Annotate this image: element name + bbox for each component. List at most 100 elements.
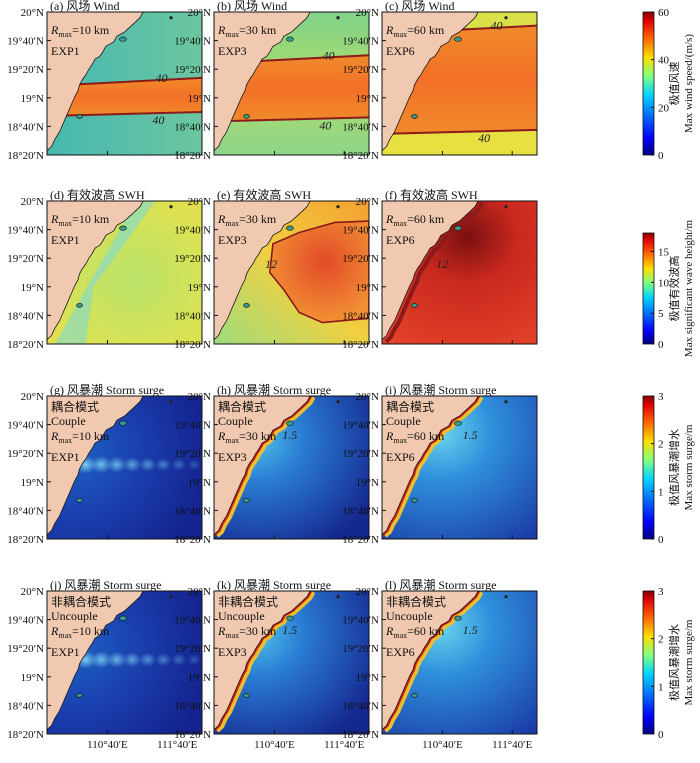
panel-swh-3: 12 20°N 19°40′N 19°20′N 19°N 18°40′N 18°20′N (f…	[342, 187, 538, 351]
colorbar-label-cn: 极值风暴潮增水	[667, 429, 681, 506]
wind-band	[47, 77, 202, 116]
exp-label: EXP1	[51, 450, 80, 464]
island-icon	[454, 615, 462, 621]
island-icon	[119, 36, 127, 42]
exp-label: EXP6	[386, 450, 415, 464]
contour-line	[268, 220, 369, 324]
island-icon	[411, 693, 418, 698]
contour-label: 40	[319, 118, 331, 132]
lat-tick-label: 18°20′N	[342, 339, 379, 351]
row-wind: 40 40 20°N 19°40′N 19°20′N 19°N 18°40′N 18°20′N…	[7, 0, 695, 162]
lat-tick-label: 18°40′N	[7, 310, 44, 322]
panel-title: (k) 风暴潮 Storm surge	[217, 577, 331, 592]
island-icon	[243, 693, 250, 698]
contour-line	[382, 396, 481, 536]
colorbar-swh: 15 10 5 0 极值有效波高 Max significant wave height/…	[642, 219, 695, 357]
colorbar-gradient	[642, 590, 655, 735]
panel-frame	[381, 395, 538, 540]
mode-cn-label: 耦合模式	[51, 399, 99, 414]
surge-coast-band	[215, 591, 316, 733]
land-mass	[47, 591, 144, 731]
colorbar-tick-label: 1	[658, 681, 664, 693]
colorbar-label-en: Max storm surge/m	[683, 424, 695, 510]
mode-cn-label: 耦合模式	[218, 399, 266, 414]
island-icon	[169, 205, 173, 209]
colorbar-tick-label: 0	[658, 150, 664, 162]
colorbar-label-cn: 极值风速	[667, 62, 681, 106]
lat-tick-label: 18°40′N	[342, 505, 379, 517]
island-icon	[76, 303, 83, 308]
colorbar-surge_uncouple: 3 2 1 0 极值风暴潮增水 Max storm surge/m	[642, 586, 695, 741]
panel-swh-2: 12 20°N 19°40′N 19°20′N 19°N 18°40′N 18°20′N (e…	[174, 187, 370, 351]
island-icon	[286, 225, 294, 231]
lat-tick-label: 20°N	[356, 391, 379, 403]
mode-en-label: Couple	[51, 414, 86, 428]
contour-label: 40	[152, 113, 164, 127]
lat-tick-label: 19°40′N	[174, 615, 211, 627]
surge-coast-band	[215, 396, 316, 538]
mode-cn-label: 非耦合模式	[51, 594, 111, 609]
island-icon	[76, 498, 83, 503]
colorbar-gradient	[642, 395, 655, 540]
rmax-label: Rmax=60 km	[385, 429, 445, 445]
panel-title: (l) 风暴潮 Storm surge	[385, 577, 496, 592]
colorbar-tick-label: 60	[658, 7, 670, 19]
contour-label: 12	[265, 257, 277, 271]
surge-blob	[106, 456, 127, 473]
lat-tick-label: 18°40′N	[174, 505, 211, 517]
lat-tick-label: 18°40′N	[342, 310, 379, 322]
lat-tick-label: 19°N	[21, 93, 44, 105]
lat-tick-label: 19°40′N	[342, 420, 379, 432]
rmax-label: Rmax=10 km	[50, 624, 110, 640]
lat-tick-label: 18°20′N	[7, 534, 44, 546]
colorbar-tick-label: 10	[658, 277, 670, 289]
lat-tick-label: 18°40′N	[342, 700, 379, 712]
panel-frame	[213, 590, 370, 735]
mode-en-label: Uncouple	[386, 609, 433, 623]
contour-line	[47, 110, 202, 117]
land-mass	[47, 396, 144, 536]
contour-label: 12	[436, 257, 448, 271]
island-icon	[411, 114, 418, 119]
lat-tick-label: 20°N	[188, 391, 211, 403]
row-swh: 20°N 19°40′N 19°20′N 19°N 18°40′N 18°20′N (d) …	[7, 187, 695, 357]
lon-tick-label: 110°40′E	[87, 739, 128, 751]
lon-tick-label: 110°40′E	[254, 739, 295, 751]
panel-title: (f) 有效波高 SWH	[385, 187, 478, 202]
colorbar-label-cn: 极值有效波高	[667, 256, 681, 322]
exp-label: EXP3	[218, 233, 247, 247]
lat-tick-label: 19°20′N	[7, 253, 44, 265]
lon-tick-label: 110°40′E	[422, 739, 463, 751]
rmax-label: Rmax=30 km	[217, 624, 277, 640]
surge-blob	[139, 652, 157, 667]
panel-frame	[381, 11, 538, 156]
island-icon	[504, 595, 508, 599]
surge-blob	[90, 456, 112, 474]
lat-tick-label: 19°20′N	[7, 64, 44, 76]
panel-title: (d) 有效波高 SWH	[50, 187, 145, 202]
lat-tick-label: 19°20′N	[342, 448, 379, 460]
island-icon	[411, 498, 418, 503]
lon-tick-label: 111°40′E	[157, 739, 197, 751]
contour-label: 40	[478, 131, 490, 145]
panel-wind-3: 40 40 20°N 19°40′N 19°20′N 19°N 18°40′N 18°20′N…	[342, 0, 538, 162]
panel-wind-1: 40 40 20°N 19°40′N 19°20′N 19°N 18°40′N 18°20′N…	[7, 0, 203, 162]
colorbar-tick-label: 20	[658, 102, 670, 114]
surge-coast-band	[383, 396, 484, 538]
panel-frame	[213, 395, 370, 540]
lat-tick-label: 18°40′N	[7, 700, 44, 712]
exp-label: EXP1	[51, 645, 80, 659]
mode-en-label: Uncouple	[218, 609, 265, 623]
colorbar-tick-label: 2	[658, 634, 664, 646]
colorbar-wind: 60 40 20 0 极值风速 Max wind speed/(m/s)	[642, 7, 695, 162]
island-icon	[454, 36, 462, 42]
lat-tick-label: 19°N	[356, 672, 379, 684]
lat-tick-label: 18°40′N	[7, 121, 44, 133]
lat-tick-label: 19°40′N	[342, 615, 379, 627]
land-mass	[214, 591, 311, 731]
rmax-label: Rmax=10 km	[50, 23, 110, 39]
lat-tick-label: 19°20′N	[174, 448, 211, 460]
colorbar-label-en: Max storm surge/m	[683, 619, 695, 705]
surge-blob	[123, 652, 142, 668]
